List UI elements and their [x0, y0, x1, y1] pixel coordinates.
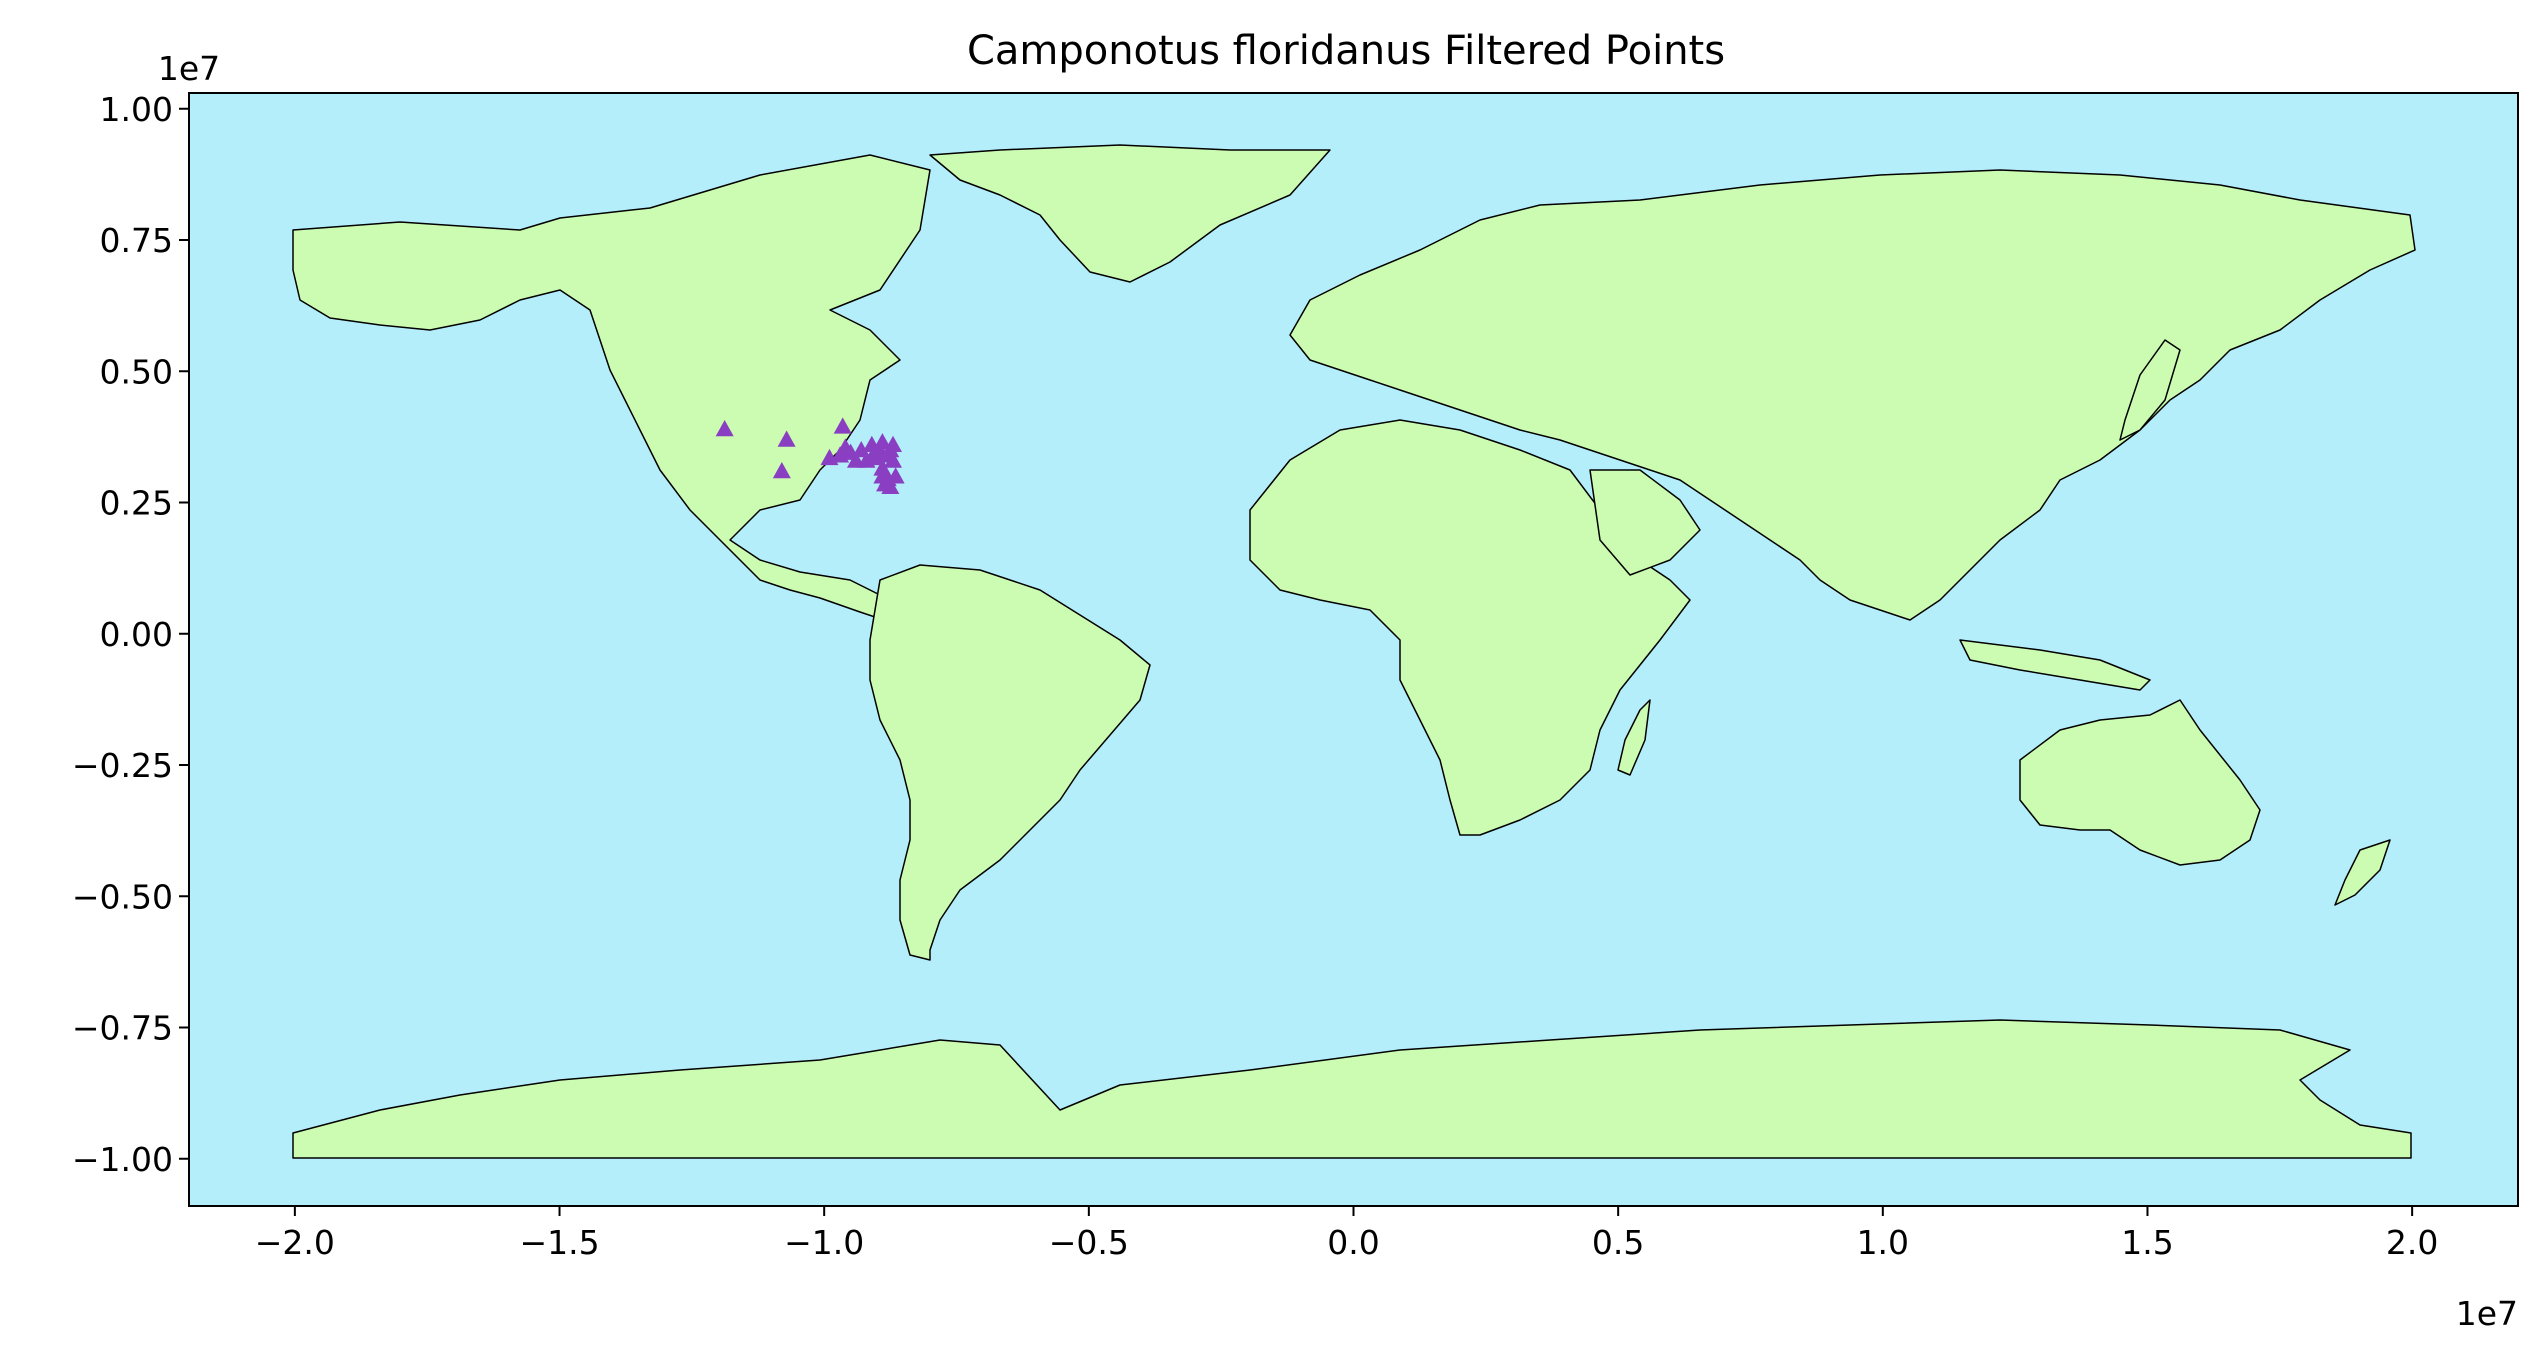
plot-area	[189, 93, 2518, 1206]
y-tick-label: −0.75	[72, 1009, 173, 1048]
madagascar-landmass	[1617, 699, 1651, 776]
arabian-peninsula-landmass	[1589, 469, 1701, 576]
chart-title: Camponotus floridanus Filtered Points	[967, 28, 1725, 74]
x-tick-label: −2.0	[255, 1223, 335, 1262]
x-tick-label: −1.0	[784, 1223, 864, 1262]
data-point	[777, 430, 796, 447]
y-tick-label: −1.00	[72, 1140, 173, 1179]
y-axis: 1.00 0.75 0.50 0.25 0.00 −0.25 −0.50 −0.75 −1.00	[72, 90, 189, 1179]
australia-landmass	[2019, 699, 2261, 866]
y-tick-label: 0.25	[100, 484, 173, 523]
land-masses	[292, 144, 2416, 1159]
y-tick-label: −0.25	[72, 746, 173, 785]
data-point	[772, 462, 791, 479]
europe-asia-landmass	[1289, 169, 2416, 621]
y-tick-label: 0.50	[100, 352, 173, 391]
y-tick-label: −0.50	[72, 877, 173, 916]
x-offset-label: 1e7	[2456, 1294, 2518, 1333]
data-point	[876, 475, 895, 492]
x-axis: −2.0 −1.5 −1.0 −0.5 0.0 0.5 1.0 1.5 2.0	[255, 1206, 2438, 1262]
x-tick-label: 1.5	[2121, 1223, 2173, 1262]
y-offset-label: 1e7	[158, 49, 220, 88]
data-point	[836, 438, 855, 455]
new-zealand-landmass	[2334, 839, 2391, 906]
data-point	[886, 467, 905, 484]
south-america-landmass	[869, 564, 1151, 961]
data-point	[881, 441, 900, 458]
x-tick-label: −1.5	[519, 1223, 599, 1262]
japan-landmass	[2119, 339, 2181, 441]
x-tick-label: 2.0	[2386, 1223, 2438, 1262]
y-tick-label: 0.75	[100, 221, 173, 260]
x-tick-label: 0.0	[1327, 1223, 1379, 1262]
antarctica-landmass	[292, 1019, 2412, 1159]
y-tick-label: 0.00	[100, 615, 173, 654]
data-point	[833, 417, 852, 434]
data-point	[883, 451, 902, 468]
africa-landmass	[1249, 419, 1691, 836]
data-point	[865, 443, 884, 460]
y-tick-label: 1.00	[100, 90, 173, 129]
data-points	[715, 417, 905, 494]
x-tick-label: −0.5	[1049, 1223, 1129, 1262]
data-point	[846, 451, 865, 468]
x-tick-label: 1.0	[1857, 1223, 1909, 1262]
x-tick-label: 0.5	[1592, 1223, 1644, 1262]
greenland-landmass	[929, 144, 1331, 283]
data-point	[715, 420, 734, 437]
indonesia-landmass	[1959, 639, 2151, 691]
